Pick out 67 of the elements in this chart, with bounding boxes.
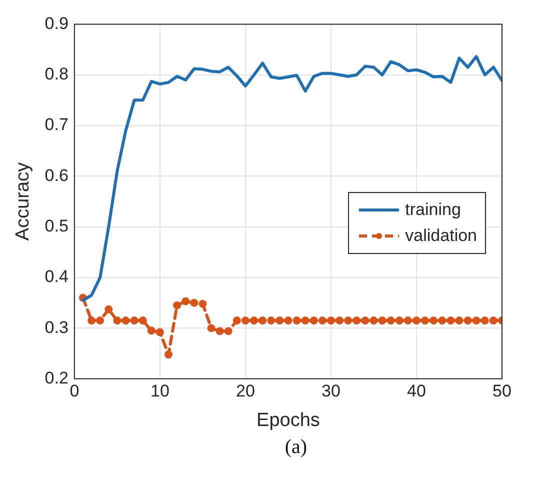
x-tick-label: 10: [150, 382, 170, 401]
point: [361, 316, 370, 325]
point: [173, 301, 182, 310]
point: [336, 316, 344, 325]
point: [164, 350, 172, 358]
point: [96, 316, 104, 325]
x-tick-label: 30: [322, 382, 340, 401]
point: [198, 300, 207, 308]
point: [472, 316, 480, 325]
point: [182, 297, 190, 306]
point: [301, 316, 310, 325]
y-tick-label: 0.4: [44, 267, 68, 286]
y-tick-label: 0.3: [44, 318, 68, 337]
point: [276, 316, 284, 325]
y-tick-label: 0.5: [44, 216, 68, 236]
point: [344, 316, 352, 325]
point: [370, 316, 378, 325]
point: [216, 327, 224, 336]
legend-label: training: [405, 198, 461, 220]
x-axis-title: Epochs: [256, 410, 320, 431]
point: [318, 316, 326, 325]
y-tick-label: 0.8: [44, 64, 68, 84]
y-tick-label: 0.6: [44, 166, 68, 185]
point: [258, 316, 267, 325]
x-tick-label: 20: [236, 382, 255, 401]
y-tick-label: 0.7: [44, 115, 68, 134]
point: [113, 316, 122, 325]
point: [250, 316, 258, 325]
point: [386, 316, 395, 325]
point: [88, 316, 96, 325]
point: [430, 316, 438, 325]
x-tick-label: 40: [407, 382, 426, 401]
point: [207, 324, 216, 332]
point: [326, 316, 335, 325]
point: [267, 316, 276, 325]
point: [464, 316, 472, 325]
point: [438, 316, 446, 325]
point: [404, 316, 412, 325]
point: [352, 316, 361, 325]
point: [130, 316, 138, 325]
x-tick-label: 50: [492, 382, 512, 401]
point: [284, 316, 292, 325]
point: [241, 316, 250, 325]
point: [446, 316, 455, 325]
y-tick-label: 0.9: [44, 14, 68, 33]
y-tick-label: 0.2: [44, 368, 68, 388]
point: [421, 316, 430, 325]
point: [138, 316, 147, 325]
point: [378, 316, 386, 325]
point: [147, 326, 156, 335]
point: [224, 327, 232, 336]
point: [455, 316, 464, 325]
point: [232, 316, 241, 325]
point: [190, 298, 198, 307]
legend-label: validation: [405, 224, 477, 246]
text: (a): [284, 436, 308, 459]
point: [395, 316, 404, 325]
y-axis-title: Accuracy: [12, 162, 34, 241]
point: [292, 316, 301, 325]
point: [122, 316, 130, 325]
point: [412, 316, 420, 325]
point: [489, 316, 498, 325]
point: [104, 305, 113, 314]
point: [156, 328, 164, 336]
x-tick-label: 0: [70, 382, 80, 401]
point: [480, 316, 489, 325]
point: [310, 316, 318, 325]
